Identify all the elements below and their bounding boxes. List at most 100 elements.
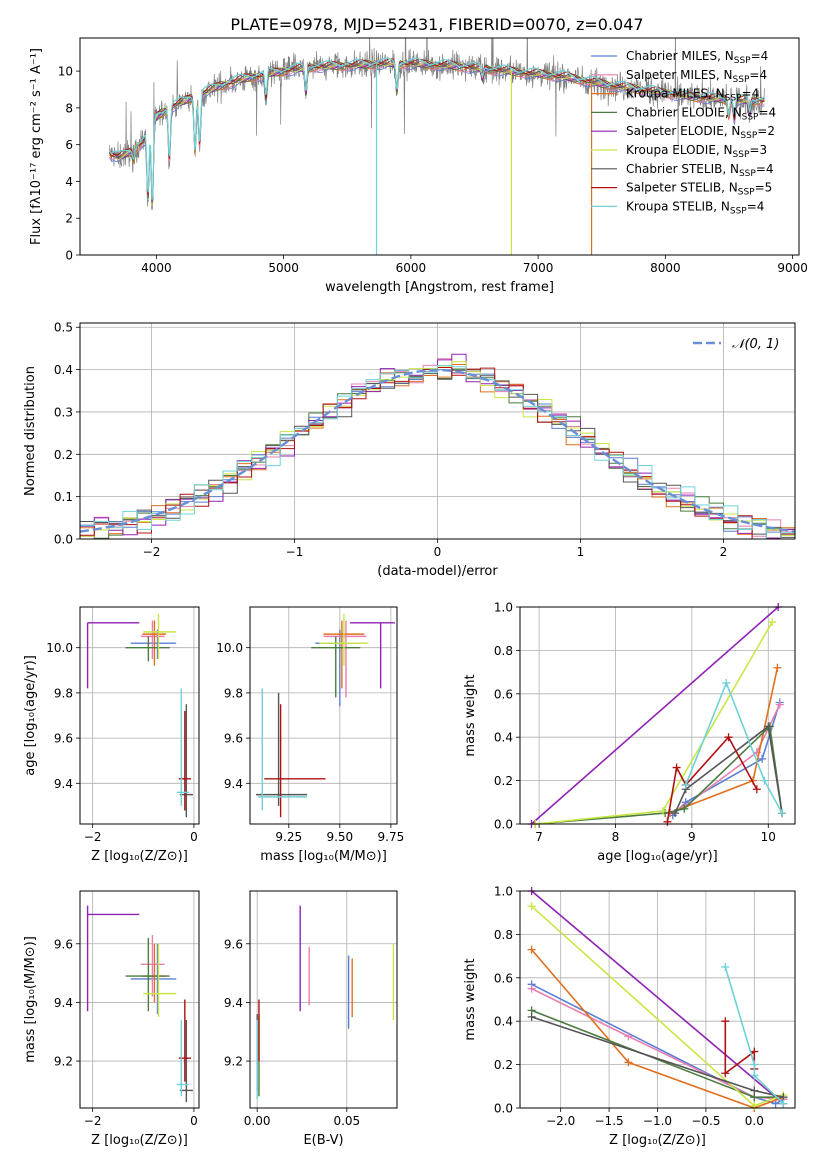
- mass_vs_EBV-ytick-label: 9.2: [224, 1055, 243, 1069]
- residual_histogram-ytick-label: 0.4: [54, 363, 73, 377]
- mass_weight_vs_Z-xtick-label: −1.0: [643, 1114, 672, 1128]
- series-marker-salpeter_stelib: [663, 817, 672, 826]
- mass_weight_vs_Z-xlabel: Z [log₁₀(Z/Z⊙)]: [609, 1133, 706, 1148]
- series-line-kroupa_elodie: [535, 621, 773, 825]
- legend-label-salpeter_elodie: Salpeter ELODIE, NSSP=2: [626, 124, 775, 141]
- residual_histogram-ytick-label: 0.3: [54, 405, 73, 419]
- residual_histogram-ytick-label: 0.5: [54, 321, 73, 335]
- mass_weight_vs_age-ytick-label: 0.8: [494, 644, 513, 658]
- point-kroupa_stelib: [258, 688, 308, 811]
- mass_weight_vs_age-xtick-label: 7: [535, 830, 543, 844]
- legend-label-normal: 𝒩(0, 1): [732, 337, 779, 352]
- age-vs-metallicity-plot: −2 0 9.4 9.6 9.8 10.0 Z [log₁₀(Z/Z⊙)] age [log₁…: [23, 606, 200, 864]
- point-salpeter_miles: [140, 934, 165, 997]
- point-salpeter_stelib: [264, 704, 326, 818]
- series-marker-chabrier_miles: [758, 754, 767, 763]
- series-marker-salpeter_stelib: [724, 733, 733, 742]
- point-chabrier_miles: [130, 943, 177, 1015]
- point-kroupa_elodie: [143, 613, 177, 659]
- normal-distribution-curve: [80, 368, 795, 533]
- age_vs_Z-xtick-label: −2: [84, 830, 102, 844]
- point-kroupa_stelib: [176, 688, 189, 806]
- point-salpeter_miles: [323, 620, 367, 698]
- mass_vs_Z-ytick-label: 9.6: [54, 937, 73, 951]
- spectrum-frame: [79, 37, 800, 256]
- series-marker-salpeter_miles: [527, 984, 536, 993]
- mass_weight_vs_age-ytick-label: 0.2: [494, 774, 513, 788]
- mass_vs_EBV-xtick-label: 0.00: [244, 1114, 271, 1128]
- age_vs_mass-xtick-label: 9.75: [378, 830, 405, 844]
- spectrum-ytick-label: 6: [65, 138, 73, 152]
- series-marker-kroupa_elodie: [658, 806, 667, 815]
- series-marker-salpeter_stelib: [750, 1047, 759, 1056]
- series-line-salpeter_miles: [531, 987, 784, 1101]
- age_vs_mass-frame: [249, 606, 398, 825]
- point-salpeter_elodie: [86, 905, 140, 1012]
- mass_vs_EBV-ytick-label: 9.4: [224, 996, 243, 1010]
- age_vs_Z-frame: [79, 606, 200, 825]
- mass_vs_Z-xtick-label: −2: [84, 1114, 102, 1128]
- residual_histogram-xtick-label: 1: [577, 545, 585, 559]
- series-marker-chabrier_stelib: [527, 1012, 536, 1021]
- age_vs_mass-ytick-label: 9.8: [224, 686, 243, 700]
- mass_weight_vs_age-ytick-label: 1.0: [494, 601, 513, 615]
- age_vs_mass-ytick-label: 10.0: [216, 641, 243, 655]
- mass_vs_EBV-ytick-label: 9.6: [224, 937, 243, 951]
- spectrum-xtick-label: 5000: [268, 261, 299, 275]
- point-kroupa_elodie: [319, 613, 369, 666]
- spectrum-ytick-label: 8: [65, 101, 73, 115]
- mass_vs_EBV-points: [256, 905, 395, 1100]
- mass-vs-metallicity-plot: −2 0 9.2 9.4 9.6 Z [log₁₀(Z/Z⊙)] mass [log₁₀(M…: [23, 890, 200, 1148]
- age_vs_mass-ytick-label: 9.6: [224, 732, 243, 746]
- mass-weight-vs-age-plot: 7 8 9 10 0.0 0.2 0.4 0.6 0.8 1.0 age [log₁₀(age/yr…: [463, 601, 796, 864]
- mass_vs_Z-xtick-label: 0: [190, 1114, 198, 1128]
- spectrum-xlabel: wavelength [Angstrom, rest frame]: [325, 280, 554, 295]
- mass_weight_vs_age-ylabel: mass weight: [463, 674, 478, 756]
- residual_histogram-xtick-label: 2: [720, 545, 728, 559]
- mass-weight-vs-metallicity-plot: −2.0 −1.5 −1.0 −0.5 0.0 0.0 0.2 0.4 0.6 0.8 1.0 Z […: [463, 885, 796, 1148]
- mass_weight_vs_Z-ytick-label: 0.6: [494, 971, 513, 985]
- spectrum-ytick-label: 0: [65, 249, 73, 263]
- mass_weight_vs_age-xtick-label: 9: [688, 830, 696, 844]
- mass_weight_vs_Z-ylabel: mass weight: [463, 958, 478, 1040]
- point-chabrier_elodie: [311, 636, 361, 698]
- point-salpeter_stelib: [178, 999, 191, 1082]
- mass_weight_vs_Z-frame: [519, 890, 796, 1109]
- point-kroupa_stelib: [176, 1020, 189, 1097]
- mass_weight_vs_Z-xtick-label: 0.0: [745, 1114, 764, 1128]
- residual-histogram-plot: −2 −1 0 1 2 0.0 0.1 0.2 0.3 0.4 0.5 (data-model)/er…: [23, 321, 796, 579]
- series-marker-kroupa_elodie: [768, 618, 777, 627]
- age_vs_mass-xtick-label: 9.25: [275, 830, 302, 844]
- figure-title: PLATE=0978, MJD=52431, FIBERID=0070, z=0…: [230, 15, 643, 34]
- mass_vs_Z-frame: [79, 890, 200, 1109]
- age_vs_Z-points: [86, 613, 193, 818]
- point-salpeter_elodie: [350, 622, 395, 689]
- residual_histogram-xtick-label: −2: [143, 545, 161, 559]
- series-marker-salpeter_stelib: [672, 763, 681, 772]
- point-salpeter_miles: [140, 620, 165, 659]
- spectrum-xtick-label: 6000: [396, 261, 427, 275]
- series-marker-chabrier_stelib: [671, 809, 680, 818]
- series-marker-chabrier_elodie: [680, 804, 689, 813]
- age_vs_mass-xtick-label: 9.50: [326, 830, 353, 844]
- mass_weight_vs_age-xtick-label: 10: [761, 830, 776, 844]
- point-chabrier_elodie: [125, 937, 170, 1012]
- series-line-kroupa_stelib: [724, 966, 784, 1105]
- point-salpeter_elodie: [86, 622, 140, 689]
- series-line-salpeter_elodie: [531, 890, 784, 1105]
- residual_histogram-ylabel: Normed distribution: [23, 366, 38, 496]
- spectrum-xtick-label: 7000: [523, 261, 554, 275]
- series-marker-kroupa_miles: [624, 1058, 633, 1067]
- series-line-salpeter_elodie: [530, 606, 779, 825]
- mass_weight_vs_Z-ytick-label: 0.0: [494, 1102, 513, 1116]
- series-marker-salpeter_stelib: [721, 1017, 730, 1026]
- point-chabrier_stelib: [256, 692, 308, 806]
- series-marker-chabrier_stelib: [750, 1086, 759, 1095]
- age_vs_Z-xlabel: Z [log₁₀(Z/Z⊙)]: [91, 849, 188, 864]
- model-spectrum-line-kroupa_stelib: [108, 57, 765, 200]
- series-marker-salpeter_stelib: [752, 785, 761, 794]
- mass_weight_vs_Z-ytick-label: 0.8: [494, 928, 513, 942]
- legend-label-salpeter_stelib: Salpeter STELIB, NSSP=5: [626, 181, 772, 198]
- mass_vs_Z-ytick-label: 9.4: [54, 996, 73, 1010]
- age_vs_Z-ytick-label: 9.4: [54, 777, 73, 791]
